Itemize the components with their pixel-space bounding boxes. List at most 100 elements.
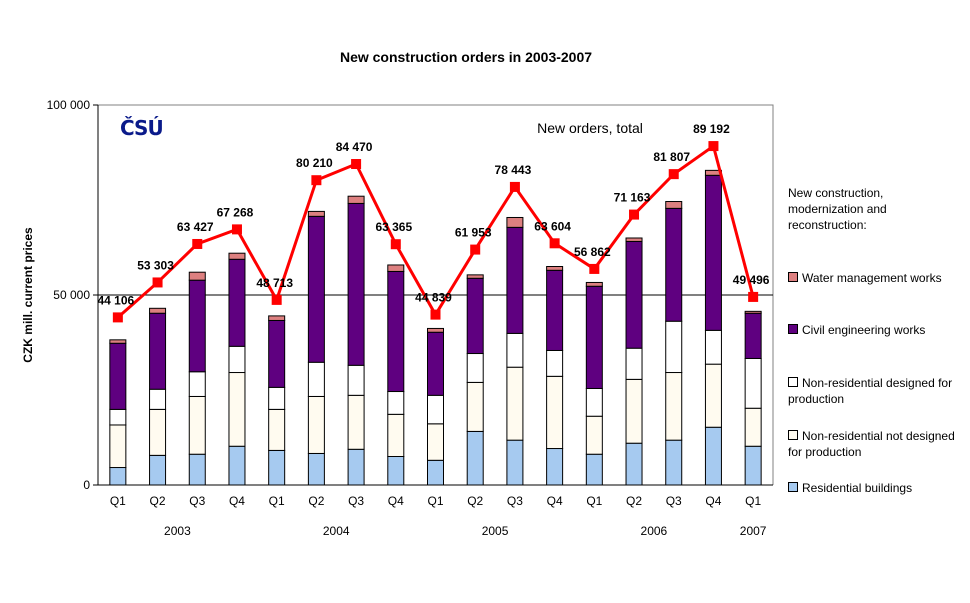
bar-segment-3 bbox=[307, 361, 325, 397]
bar-segment-2 bbox=[307, 395, 325, 454]
bar-segment-1 bbox=[109, 467, 127, 486]
total-data-label: 63 427 bbox=[177, 220, 214, 234]
bar-segment-2 bbox=[744, 407, 762, 447]
legend-title: New construction, modernization and reco… bbox=[788, 186, 887, 232]
bar-segment-3 bbox=[109, 408, 127, 426]
total-marker bbox=[430, 309, 441, 320]
total-data-label: 67 268 bbox=[217, 205, 254, 219]
bar-segment-3 bbox=[625, 347, 643, 380]
total-data-label: 71 163 bbox=[614, 191, 651, 205]
bar-segment-4 bbox=[427, 331, 444, 396]
legend-swatch bbox=[788, 482, 798, 492]
bar-segment-2 bbox=[228, 372, 246, 447]
line-series-label: New orders, total bbox=[537, 120, 643, 136]
x-tick-label: Q2 bbox=[308, 494, 324, 508]
bar-segment-2 bbox=[704, 363, 722, 428]
legend-item: Non-residential not designed for product… bbox=[788, 428, 963, 460]
bar-segment-1 bbox=[347, 448, 365, 486]
x-tick-label: Q4 bbox=[388, 494, 404, 508]
bar-segment-3 bbox=[704, 329, 722, 365]
x-tick-label: Q1 bbox=[269, 494, 285, 508]
bar-segment-1 bbox=[744, 445, 762, 486]
x-tick-label: Q1 bbox=[110, 494, 126, 508]
total-marker bbox=[589, 263, 600, 274]
total-marker bbox=[152, 277, 163, 288]
x-tick-label: Q2 bbox=[150, 494, 166, 508]
total-marker bbox=[231, 224, 242, 235]
year-label: 2005 bbox=[482, 524, 509, 538]
total-marker bbox=[351, 159, 362, 170]
bar-segment-2 bbox=[347, 394, 365, 450]
bar-segment-5 bbox=[625, 237, 643, 242]
plot-frame bbox=[98, 104, 774, 485]
bar-segment-5 bbox=[427, 327, 444, 333]
bar-segment-5 bbox=[347, 195, 365, 204]
bar-segment-2 bbox=[427, 423, 444, 461]
legend-swatch bbox=[788, 377, 798, 387]
total-data-label: 44 106 bbox=[98, 293, 135, 307]
total-data-label: 48 713 bbox=[256, 276, 293, 290]
bar-segment-2 bbox=[268, 408, 286, 451]
bar-segment-1 bbox=[625, 442, 643, 486]
total-marker bbox=[192, 238, 203, 249]
bar-segment-2 bbox=[506, 366, 524, 441]
csu-logo: ČSÚ bbox=[120, 116, 164, 140]
bar-segment-3 bbox=[506, 332, 524, 368]
x-tick-label: Q4 bbox=[547, 494, 563, 508]
total-marker bbox=[629, 209, 640, 220]
x-tick-label: Q1 bbox=[427, 494, 443, 508]
bar-segment-5 bbox=[506, 216, 524, 228]
bar-segment-5 bbox=[546, 266, 564, 271]
bar-segment-5 bbox=[387, 264, 405, 272]
y-tick-label: 50 000 bbox=[53, 288, 90, 302]
bar-segment-2 bbox=[585, 415, 603, 455]
bar-segment-1 bbox=[307, 452, 325, 486]
bar-segment-3 bbox=[188, 371, 206, 397]
bar-segment-1 bbox=[466, 430, 484, 486]
y-tick-label: 100 000 bbox=[47, 98, 91, 112]
bar-segment-1 bbox=[149, 454, 167, 486]
x-tick-label: Q3 bbox=[348, 494, 364, 508]
bar-segment-3 bbox=[466, 353, 484, 383]
bar-segment-4 bbox=[109, 342, 127, 410]
total-data-label: 53 303 bbox=[137, 258, 174, 272]
total-data-label: 61 953 bbox=[455, 226, 492, 240]
total-data-label: 44 839 bbox=[415, 291, 452, 305]
legend-swatch bbox=[788, 430, 798, 440]
year-label: 2006 bbox=[641, 524, 668, 538]
legend-item: Residential buildings bbox=[788, 480, 963, 496]
x-tick-label: Q3 bbox=[189, 494, 205, 508]
total-data-label: 84 470 bbox=[336, 140, 373, 154]
total-data-label: 63 604 bbox=[534, 219, 571, 233]
bar-segment-2 bbox=[665, 372, 683, 441]
legend-swatch bbox=[788, 324, 798, 334]
bar-segment-2 bbox=[466, 381, 484, 432]
bar-segment-3 bbox=[347, 364, 365, 396]
total-marker bbox=[470, 244, 481, 255]
bar-segment-5 bbox=[268, 315, 286, 321]
x-tick-label: Q1 bbox=[745, 494, 761, 508]
x-tick-label: Q2 bbox=[626, 494, 642, 508]
x-tick-label: Q4 bbox=[705, 494, 721, 508]
bar-segment-1 bbox=[704, 426, 722, 486]
bar-segment-4 bbox=[307, 215, 325, 363]
bar-segment-4 bbox=[704, 174, 722, 331]
bar-segment-3 bbox=[268, 386, 286, 410]
total-data-label: 78 443 bbox=[495, 163, 532, 177]
total-marker bbox=[668, 169, 679, 180]
bar-segment-4 bbox=[506, 226, 524, 334]
bar-segment-5 bbox=[109, 339, 127, 344]
legend-item: Civil engineering works bbox=[788, 322, 963, 338]
bar-segment-3 bbox=[427, 394, 444, 425]
bar-segment-5 bbox=[149, 307, 167, 314]
bar-segment-1 bbox=[506, 439, 524, 486]
total-marker bbox=[708, 141, 719, 152]
bar-segment-2 bbox=[149, 408, 167, 456]
total-marker bbox=[509, 181, 520, 192]
legend-label: Non-residential designed for production bbox=[788, 376, 953, 406]
total-data-label: 49 496 bbox=[733, 273, 770, 287]
bar-segment-4 bbox=[625, 240, 643, 349]
bar-segment-4 bbox=[149, 312, 167, 390]
bar-segment-5 bbox=[228, 252, 246, 260]
